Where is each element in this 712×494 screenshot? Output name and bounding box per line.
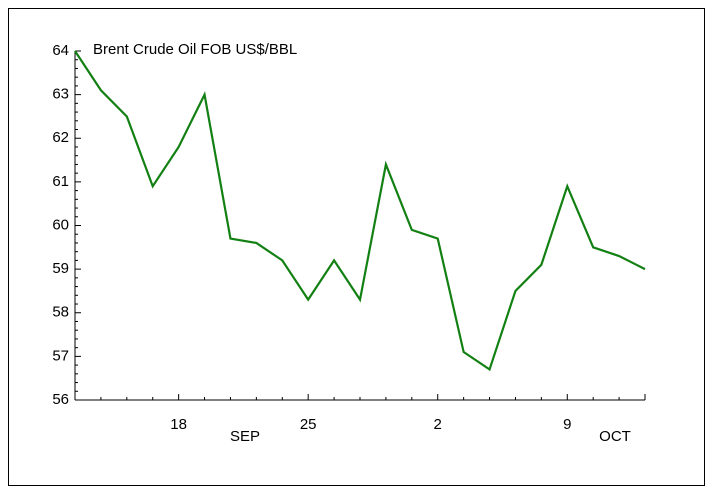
x-tick-label: 2 xyxy=(434,416,442,433)
frame xyxy=(8,8,705,486)
month-label: OCT xyxy=(599,428,631,445)
y-tick-label: 56 xyxy=(52,391,69,408)
y-tick-label: 61 xyxy=(52,173,69,190)
y-tick-label: 59 xyxy=(52,260,69,277)
y-tick-label: 62 xyxy=(52,129,69,146)
month-label: SEP xyxy=(230,428,260,445)
y-tick-label: 58 xyxy=(52,304,69,321)
x-tick-label: 18 xyxy=(170,416,187,433)
y-tick-label: 60 xyxy=(52,216,69,233)
y-tick-label: 64 xyxy=(52,42,69,59)
x-tick-label: 9 xyxy=(563,416,571,433)
x-tick-label: 25 xyxy=(300,416,317,433)
line xyxy=(74,50,646,372)
y-tick-label: 57 xyxy=(52,347,69,364)
chart-title: Brent Crude Oil FOB US$/BBL xyxy=(93,41,297,58)
y-tick-label: 63 xyxy=(52,86,69,103)
